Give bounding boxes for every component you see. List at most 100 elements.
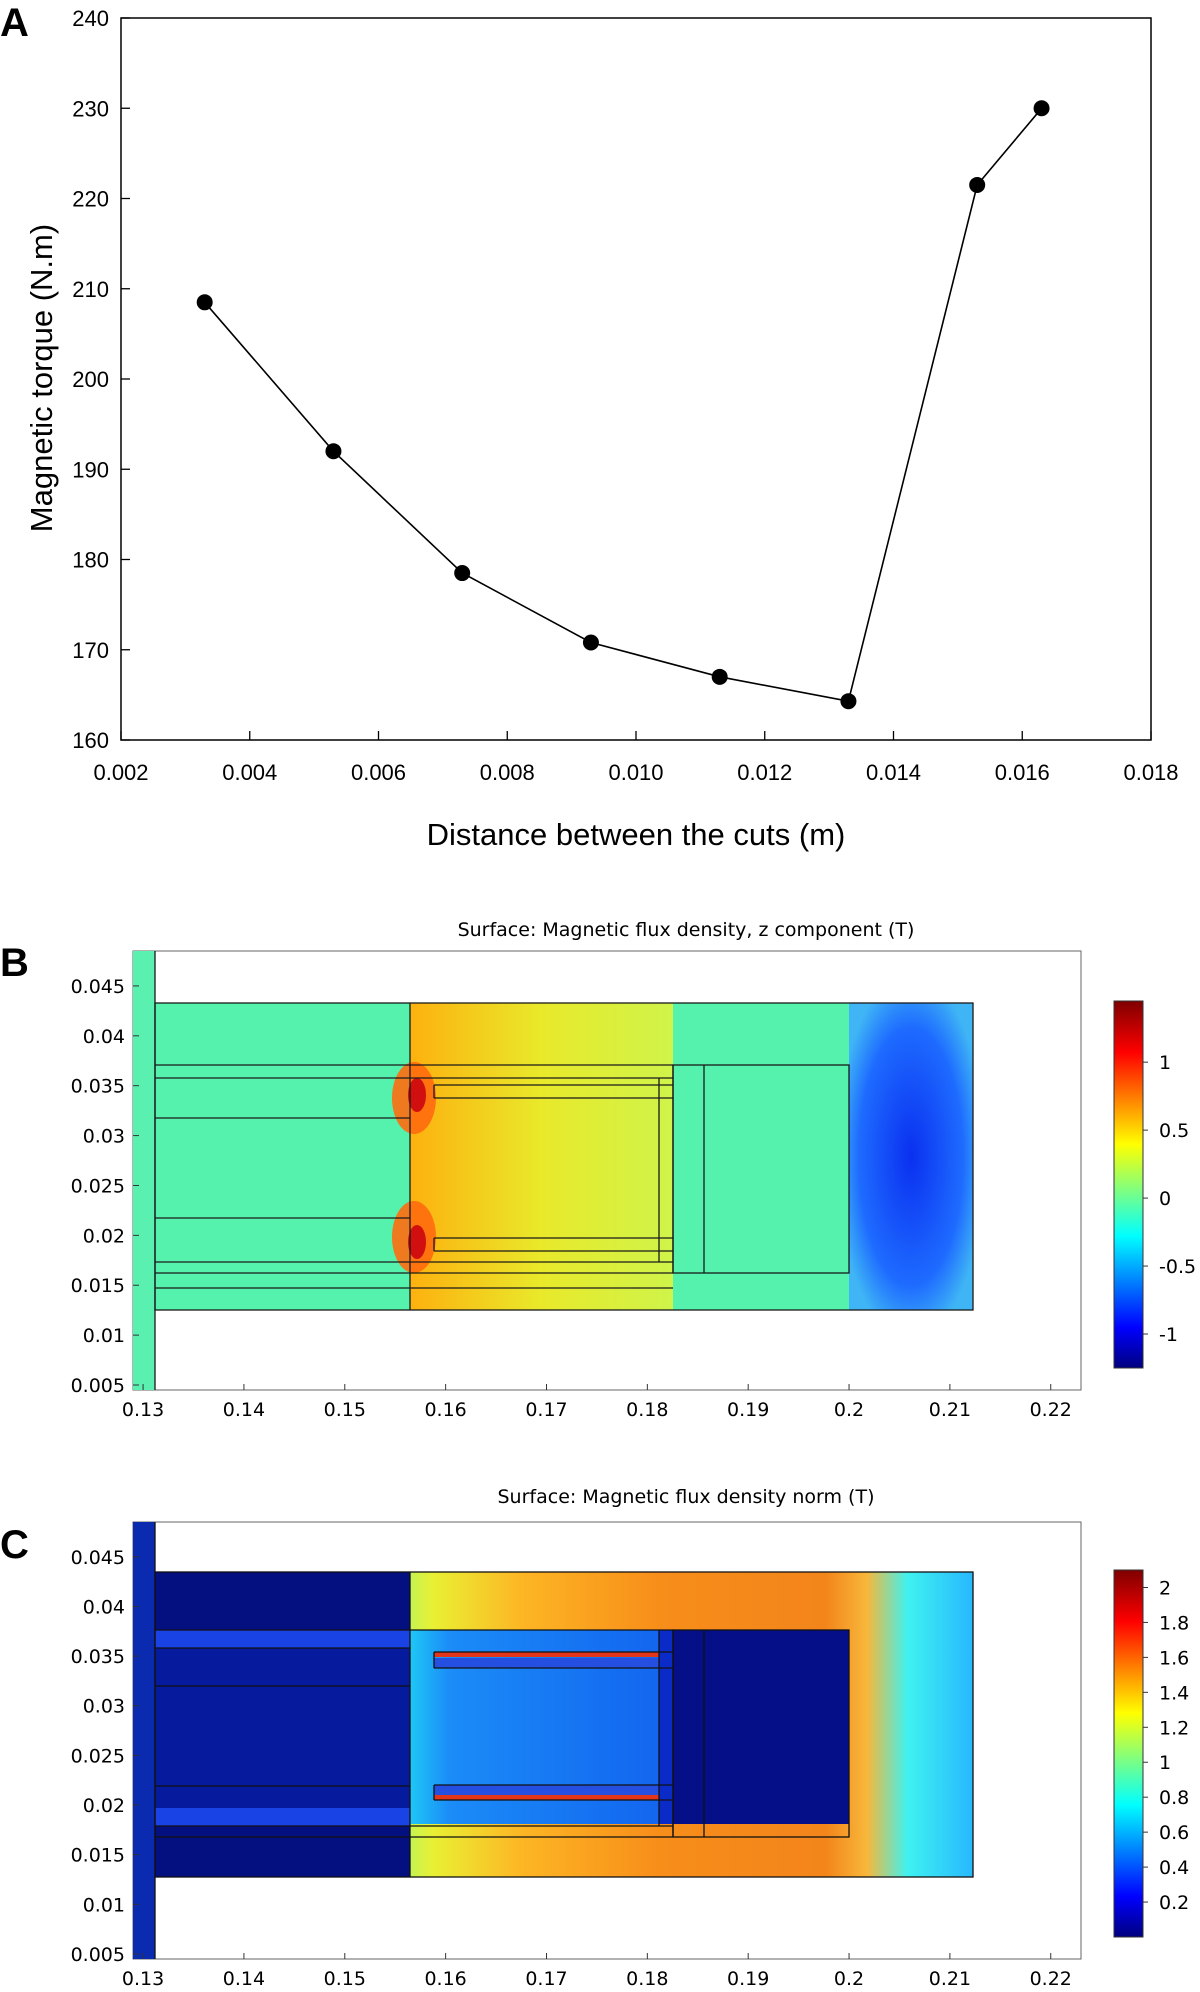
data-point [1033, 100, 1050, 117]
x-axis-label: Distance between the cuts (m) [427, 817, 846, 852]
x-tick-label: 0.012 [737, 760, 792, 785]
right-region-b [673, 1003, 849, 1310]
x-tick-label: 0.15 [324, 1968, 366, 1990]
data-point [454, 565, 471, 582]
red-band-lower-c [434, 1795, 659, 1800]
channel-upper-c [155, 1630, 410, 1648]
data-point [196, 294, 213, 311]
ticks-c: 0.13 0.14 0.15 0.16 0.17 0.18 0.19 0.2 0.21 0.22 0… [71, 1547, 1072, 1990]
x-tick-label: 0.13 [122, 1399, 164, 1421]
x-tick-label: 0.004 [222, 760, 277, 785]
y-axis-label: Magnetic torque (N.m) [24, 224, 59, 532]
data-point [711, 668, 728, 685]
data-point [325, 443, 342, 460]
middle-region-b [410, 1003, 673, 1310]
colorbar-tick-label: 1.6 [1159, 1647, 1189, 1669]
x-tick-label: 0.14 [223, 1399, 265, 1421]
data-point [582, 634, 599, 651]
x-tick-label: 0.008 [480, 760, 535, 785]
colorbar-tick-label: -1 [1159, 1324, 1178, 1346]
y-tick-label: 0.04 [83, 1596, 125, 1618]
colorbar-tick-label: 1.2 [1159, 1717, 1189, 1739]
x-tick-label: 0.16 [424, 1399, 466, 1421]
x-tick-label: 0.13 [122, 1968, 164, 1990]
panel-b: B Surface: Magnetic flux density, z comp… [0, 919, 1196, 1421]
red-band-upper-c [434, 1652, 659, 1657]
data-points [196, 100, 1050, 710]
y-tick-label: 0.04 [83, 1026, 125, 1048]
geometry-outline-b [154, 951, 974, 1390]
colorbar-b [1113, 1000, 1144, 1369]
plot-frame-a [120, 17, 1152, 741]
x-tick-label: 0.018 [1123, 760, 1178, 785]
x-tick-label: 0.014 [866, 760, 921, 785]
y-tick-label: 0.03 [83, 1126, 125, 1148]
edge-strip-b [133, 951, 155, 1390]
right-region-c [673, 1630, 849, 1824]
y-tick-label: 220 [72, 187, 109, 212]
colorbar-tick-label: 1.4 [1159, 1682, 1189, 1704]
left-region-b [155, 1003, 410, 1310]
x-tick-label: 0.14 [223, 1968, 265, 1990]
y-tick-label: 180 [72, 548, 109, 573]
x-tick-label: 0.15 [324, 1399, 366, 1421]
strip-lower-c [434, 1785, 659, 1795]
colorbar-tick-label: 1.8 [1159, 1612, 1189, 1634]
y-tick-label: 240 [72, 6, 109, 31]
colorbar-tick-label: 2 [1159, 1577, 1171, 1599]
strip-upper-c [434, 1658, 659, 1668]
x-tick-label: 0.22 [1030, 1968, 1072, 1990]
y-tick-label: 0.035 [71, 1646, 125, 1668]
colorbar-tick-label: 1 [1159, 1752, 1171, 1774]
panel-label-b: B [0, 941, 29, 985]
panel-label-a: A [0, 1, 29, 45]
axes-a [120, 17, 1152, 741]
x-tick-label: 0.21 [929, 1968, 971, 1990]
y-tick-label: 0.025 [71, 1745, 125, 1767]
series-line [204, 107, 1043, 703]
y-tick-label: 0.035 [71, 1076, 125, 1098]
x-tick-label: 0.002 [93, 760, 148, 785]
edge-strip-c [133, 1522, 155, 1959]
y-tick-label: 0.005 [71, 1375, 125, 1397]
y-tick-label: 0.045 [71, 976, 125, 998]
colorbar-tick-label: 0 [1159, 1188, 1171, 1210]
y-tick-label: 0.005 [71, 1944, 125, 1966]
colorbar-tick-label: 0.8 [1159, 1787, 1189, 1809]
y-tick-label: 170 [72, 638, 109, 663]
blue-region-b [849, 1003, 973, 1310]
x-tick-label: 0.19 [727, 1399, 769, 1421]
channel-lower-c [155, 1808, 410, 1826]
y-tick-label: 0.025 [71, 1175, 125, 1197]
panel-label-c: C [0, 1523, 29, 1567]
gap-strip-c [659, 1630, 673, 1824]
data-point [969, 176, 986, 193]
y-tick-label: 0.01 [83, 1325, 125, 1347]
tick-labels-a: 0.002 0.004 0.006 0.008 0.010 0.012 0.014 0.016… [72, 6, 1178, 785]
x-tick-label: 0.19 [727, 1968, 769, 1990]
colorbar-tick-label: 0.5 [1159, 1120, 1189, 1142]
data-point [840, 693, 857, 710]
y-tick-label: 200 [72, 367, 109, 392]
x-tick-label: 0.18 [626, 1399, 668, 1421]
colorbar-tick-label: 0.4 [1159, 1857, 1189, 1879]
x-tick-label: 0.17 [525, 1968, 567, 1990]
x-tick-label: 0.17 [525, 1399, 567, 1421]
y-tick-label: 0.015 [71, 1275, 125, 1297]
colorbar-tick-label: 1 [1159, 1052, 1171, 1074]
geometry-outline-c [154, 1522, 974, 1959]
panel-a: A 0.002 0.004 0.006 0.008 0.010 0.012 0.014 0.0… [0, 1, 1179, 852]
x-tick-label: 0.006 [351, 760, 406, 785]
y-tick-label: 0.03 [83, 1696, 125, 1718]
y-tick-label: 0.045 [71, 1547, 125, 1569]
ticks-b: 0.13 0.14 0.15 0.16 0.17 0.18 0.19 0.2 0.21 0.22 0… [71, 976, 1072, 1421]
x-tick-label: 0.21 [929, 1399, 971, 1421]
x-tick-label: 0.2 [834, 1399, 864, 1421]
colorbar-c [1113, 1569, 1144, 1938]
colorbar-tick-label: -0.5 [1159, 1256, 1196, 1278]
colorbar-ticks-c: 2 1.8 1.6 1.4 1.2 1 0.8 0.6 0.4 0.2 [1143, 1577, 1189, 1914]
y-tick-label: 190 [72, 457, 109, 482]
hotspot-core-upper-b [408, 1078, 426, 1112]
y-tick-label: 0.01 [83, 1894, 125, 1916]
